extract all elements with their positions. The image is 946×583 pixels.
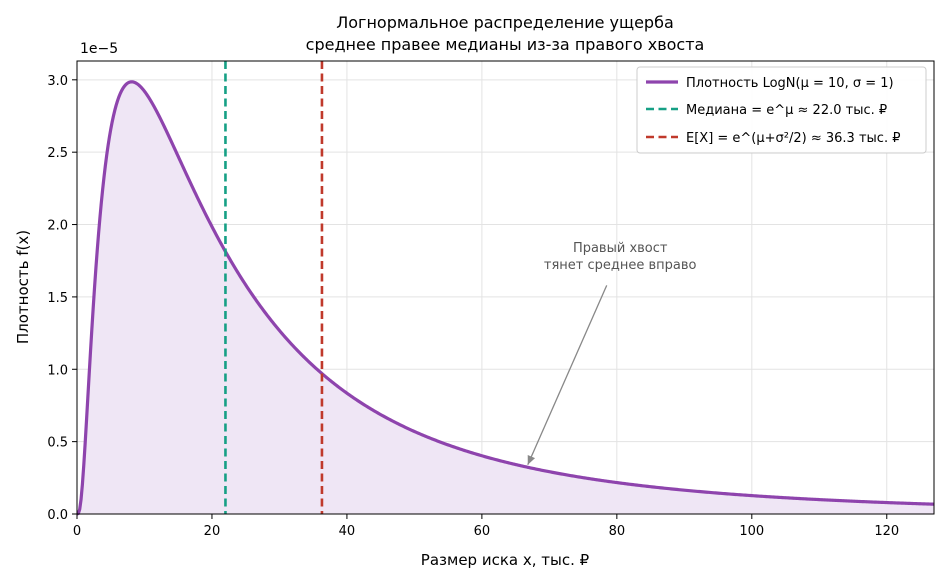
annotation-text-line-2: тянет среднее вправо: [544, 258, 697, 273]
y-tick-label-4: 2.0: [47, 219, 68, 234]
y-tick-label-3: 1.5: [47, 291, 68, 306]
legend: Плотность LogN(μ = 10, σ = 1) Медиана = …: [636, 66, 927, 154]
legend-density-label: Плотность LogN(μ = 10, σ = 1): [686, 76, 894, 91]
y-tick-label-5: 2.5: [47, 146, 68, 161]
y-scale-label: 1e−5: [80, 41, 118, 57]
chart-title: Логнормальное распределение ущерба: [336, 13, 674, 32]
y-tick-label-0: 0.0: [47, 508, 68, 523]
annotation-arrow: [527, 285, 608, 466]
annotation-arrowhead: [527, 454, 536, 465]
x-tick-label-2: 40: [339, 524, 356, 539]
x-tick-label-1: 20: [204, 524, 221, 539]
y-tick-label-2: 1.0: [47, 363, 68, 378]
legend-box: [636, 66, 927, 154]
y-axis-label: Плотность f(x): [14, 230, 32, 344]
x-tick-label-4: 80: [609, 524, 626, 539]
legend-median-label: Медиана = e^μ ≈ 22.0 тыс. ₽: [686, 103, 887, 118]
y-tick-label-6: 3.0: [47, 74, 68, 89]
x-tick-label-3: 60: [474, 524, 491, 539]
x-tick-label-0: 0: [73, 524, 81, 539]
plot-frame: [76, 60, 935, 515]
density-curve: [76, 80, 935, 516]
legend-mean-label: E[X] = e^(μ+σ²/2) ≈ 36.3 тыс. ₽: [686, 131, 900, 146]
x-tick-label-5: 100: [739, 524, 764, 539]
x-axis-label: Размер иска x, тыс. ₽: [421, 551, 590, 569]
chart-subtitle: среднее правее медианы из-за правого хво…: [306, 35, 705, 54]
y-tick-label-1: 0.5: [47, 436, 68, 451]
y-axis: 0.0 0.5 1.0 1.5 2.0 2.5 3.0: [47, 74, 77, 523]
x-axis: 0 20 40 60 80 100 120: [73, 514, 899, 539]
annotation-text-line-1: Правый хвост: [573, 241, 668, 256]
annotation: Правый хвост тянет среднее вправо: [527, 241, 697, 466]
x-tick-label-6: 120: [874, 524, 899, 539]
density-area-fill: [77, 81, 934, 514]
